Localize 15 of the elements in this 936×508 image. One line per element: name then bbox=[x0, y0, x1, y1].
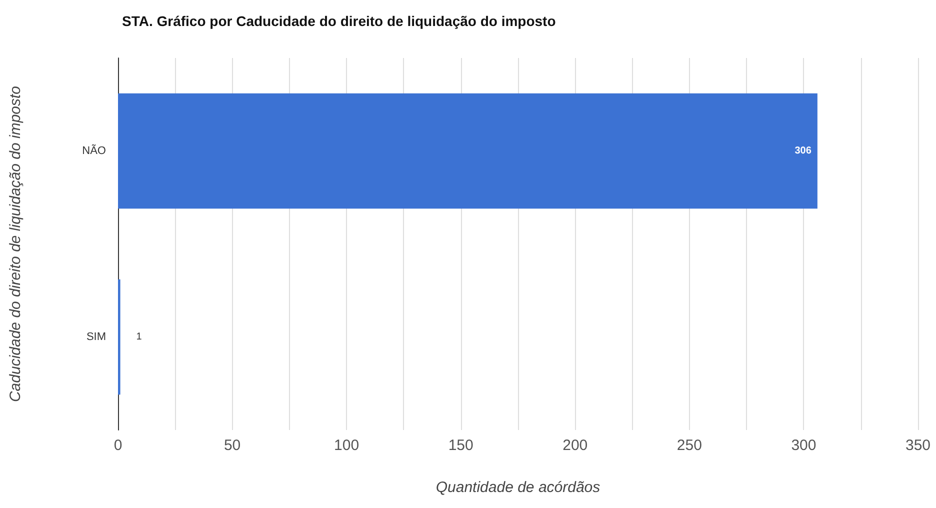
data-label: 306 bbox=[794, 146, 812, 156]
data-label: 1 bbox=[136, 332, 142, 342]
y-tick-label: NÃO bbox=[82, 144, 106, 157]
x-axis-title: Quantidade de acórdãos bbox=[436, 479, 601, 496]
x-tick-label: 150 bbox=[448, 437, 474, 454]
x-tick-label: 50 bbox=[224, 437, 241, 454]
x-tick-label: 100 bbox=[334, 437, 360, 454]
y-tick-label: SIM bbox=[86, 331, 106, 343]
chart-title: STA. Gráfico por Caducidade do direito de liquidação do imposto bbox=[122, 13, 556, 29]
x-tick-label: 350 bbox=[905, 437, 931, 454]
x-tick-label: 200 bbox=[562, 437, 588, 454]
y-axis-title: Caducidade do direito de liquidação do imposto bbox=[7, 86, 24, 402]
x-tick-label: 250 bbox=[676, 437, 702, 454]
x-tick-label: 300 bbox=[791, 437, 816, 454]
x-tick-label: 0 bbox=[114, 437, 122, 454]
